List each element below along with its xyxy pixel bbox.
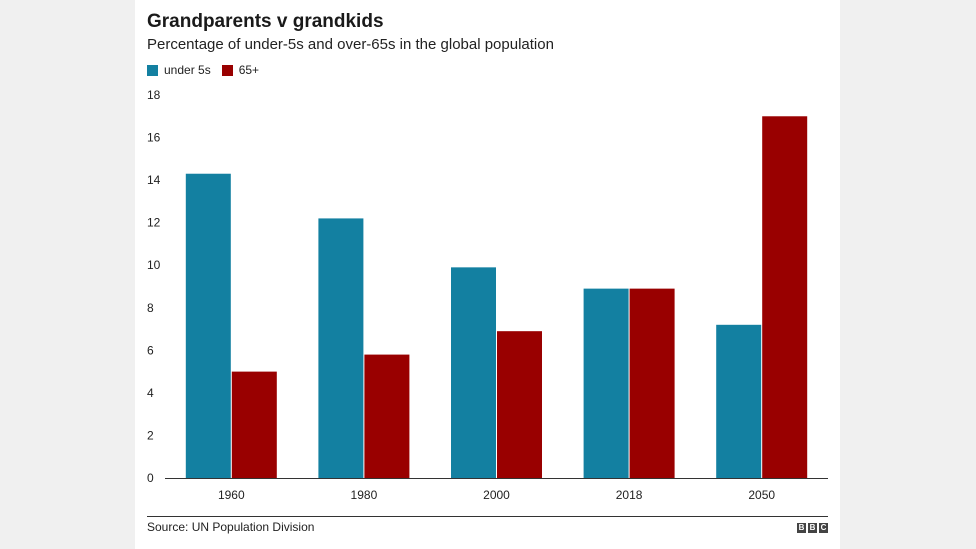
legend-label-under-5s: under 5s [164, 63, 211, 77]
bar-65-plus [364, 354, 410, 478]
y-tick-label: 0 [147, 471, 154, 485]
y-tick-label: 2 [147, 428, 154, 442]
legend-item-65-plus: 65+ [221, 63, 260, 77]
legend-item-under-5s: under 5s [147, 63, 211, 77]
bar-under-5s [583, 288, 629, 478]
y-tick-label: 18 [147, 88, 161, 102]
legend-swatch-65-plus [221, 64, 233, 76]
y-tick-label: 4 [147, 386, 154, 400]
chart-subtitle: Percentage of under-5s and over-65s in t… [147, 36, 554, 53]
bbc-logo-letter: B [808, 523, 817, 533]
chart-card: Grandparents v grandkids Percentage of u… [135, 0, 840, 549]
bbc-logo-letter: C [819, 523, 828, 533]
x-tick-label: 2018 [616, 488, 643, 502]
x-tick-label: 1980 [351, 488, 378, 502]
bar-65-plus [231, 371, 277, 478]
bbc-logo-letter: B [797, 523, 806, 533]
legend-label-65-plus: 65+ [238, 63, 260, 77]
y-tick-label: 6 [147, 343, 154, 357]
x-tick-label: 2050 [748, 488, 775, 502]
y-tick-label: 12 [147, 216, 161, 230]
bbc-logo: B B C [795, 523, 828, 533]
y-tick-label: 10 [147, 258, 161, 272]
bar-chart: 0 2 4 6 8 10 12 14 16 18 1960 1980 2000 2018 2050 [147, 88, 828, 502]
bar-65-plus [497, 331, 542, 478]
bar-under-5s [451, 267, 496, 478]
bar-65-plus [762, 116, 808, 479]
bar-under-5s [185, 173, 231, 478]
x-tick-label: 2000 [483, 488, 510, 502]
y-tick-label: 14 [147, 173, 161, 187]
bar-under-5s [716, 324, 762, 478]
legend-swatch-under-5s [147, 64, 158, 76]
legend: under 5s 65+ [147, 62, 270, 78]
chart-title: Grandparents v grandkids [147, 11, 384, 32]
bar-under-5s [318, 218, 364, 478]
y-tick-label: 8 [147, 301, 154, 315]
y-tick-label: 16 [147, 131, 161, 145]
source-note: Source: UN Population Division [147, 520, 315, 534]
bar-65-plus [629, 288, 675, 478]
footer-divider [147, 516, 828, 517]
x-tick-label: 1960 [218, 488, 245, 502]
